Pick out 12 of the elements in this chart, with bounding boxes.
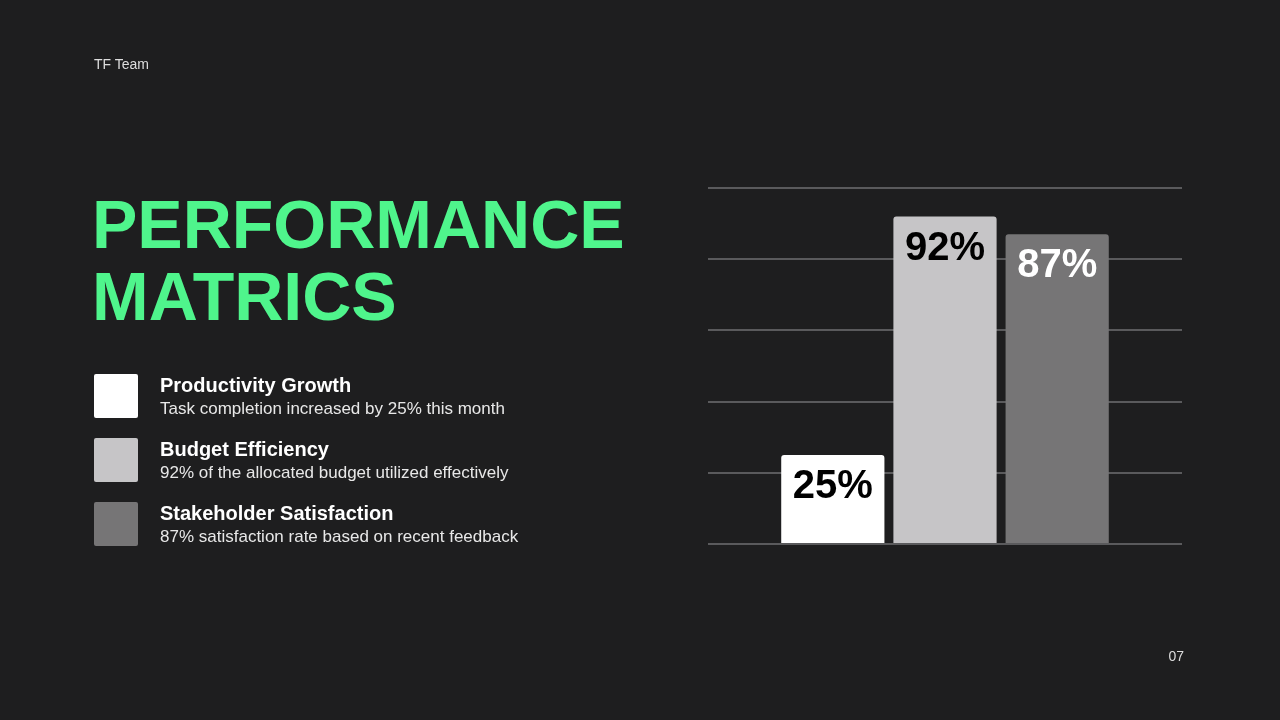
legend-label: Stakeholder Satisfaction — [160, 502, 395, 524]
text: 07 — [1168, 648, 1184, 664]
chart-title: PERFORMANCE MATRICS — [92, 186, 626, 334]
data-label: 92% — [904, 223, 986, 268]
text: 87% satisfaction rate based on recent feedback — [160, 526, 519, 548]
legend-label: Budget Efficiency — [160, 438, 330, 460]
text: 92% of the allocated budget utilized effectively — [160, 462, 509, 484]
text: Task completion increased by 25% this month — [160, 398, 505, 420]
legend-label: Productivity Growth — [160, 374, 353, 396]
data-label: 25% — [792, 462, 873, 507]
text: TF Team — [94, 56, 149, 72]
data-label: 87% — [1017, 241, 1098, 286]
